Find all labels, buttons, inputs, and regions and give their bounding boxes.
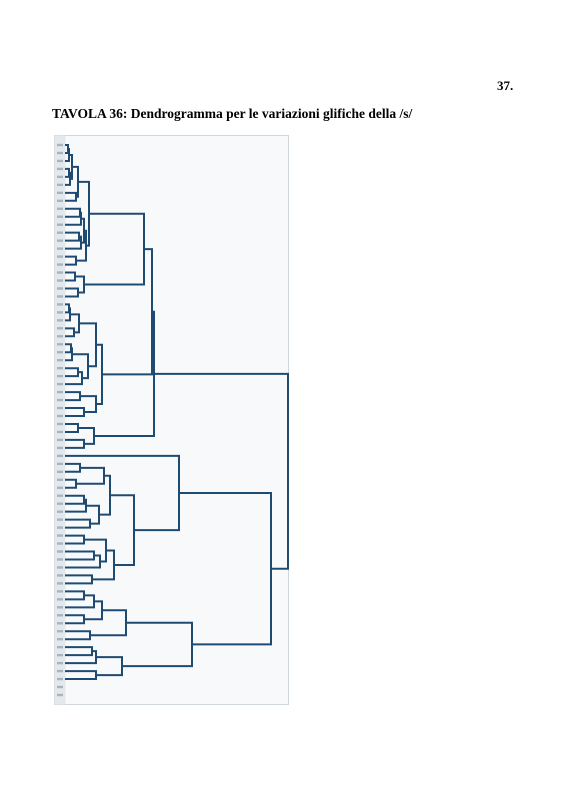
panel-frame: [54, 135, 289, 705]
leaf-label: [57, 167, 63, 171]
leaf-label: [57, 614, 63, 617]
leaf-label: [57, 454, 63, 458]
leaf-label: [57, 287, 63, 290]
leaf-label: [57, 677, 63, 681]
leaf-label: [57, 359, 63, 362]
leaf-label: [57, 295, 63, 298]
leaf-label: [57, 279, 63, 282]
leaf-label: [57, 390, 63, 394]
leaf-label: [57, 486, 63, 489]
leaf-label: [57, 183, 63, 187]
leaf-label: [57, 653, 63, 657]
table-title: TAVOLA 36: Dendrogramma per le variazion…: [52, 106, 413, 121]
dendrogram-panel: [54, 135, 289, 705]
leaf-label: [57, 622, 63, 625]
leaf-label: [57, 422, 63, 426]
leaf-label: [57, 215, 63, 218]
leaf-label: [57, 590, 63, 593]
leaf-label: [57, 542, 63, 545]
leaf-label: [57, 247, 63, 250]
leaf-label: [57, 685, 63, 689]
page-number: 37.: [497, 78, 514, 93]
leaf-label: [57, 366, 63, 370]
leaf-label: [57, 661, 63, 665]
leaf-label: [57, 398, 63, 402]
leaf-label: [57, 462, 63, 466]
leaf-label: [57, 382, 63, 386]
leaf-label: [57, 175, 63, 179]
leaf-label: [57, 319, 63, 322]
leaf-label: [57, 478, 63, 481]
leaf-label: [57, 207, 63, 210]
leaf-label: [57, 494, 63, 497]
leaf-label: [57, 582, 63, 585]
leaf-label: [57, 159, 63, 163]
leaf-label: [57, 550, 63, 553]
leaf-label: [57, 327, 63, 330]
leaf-label: [57, 223, 63, 226]
leaf-label: [57, 446, 63, 450]
leaf-label: [57, 598, 63, 601]
leaf-label: [57, 558, 63, 561]
dendrogram: [54, 135, 289, 705]
leaf-label: [57, 311, 63, 314]
dendrogram-root-link: [153, 372, 289, 570]
leaf-label: [57, 303, 63, 306]
leaf-label: [57, 151, 63, 155]
leaf-label: [57, 414, 63, 418]
leaf-label: [57, 606, 63, 609]
leaf-label: [57, 574, 63, 577]
leaf-label: [57, 526, 63, 529]
leaf-label: [57, 430, 63, 434]
leaf-label: [57, 239, 63, 242]
leaf-label: [57, 143, 63, 147]
leaf-label: [57, 502, 63, 505]
leaf-label: [57, 199, 63, 202]
leaf-label: [57, 518, 63, 521]
leaf-label: [57, 566, 63, 569]
leaf-label: [57, 374, 63, 378]
leaf-label: [57, 191, 63, 195]
leaf-label: [57, 638, 63, 641]
leaf-label: [57, 510, 63, 513]
leaf-label: [57, 630, 63, 633]
leaf-label: [57, 669, 63, 673]
leaf-label: [57, 693, 63, 697]
leaf-label: [57, 534, 63, 537]
leaf-label: [57, 263, 63, 266]
leaf-label: [57, 406, 63, 410]
leaf-label: [57, 271, 63, 274]
leaf-label: [57, 231, 63, 234]
leaf-label: [57, 351, 63, 354]
label-strip: [54, 135, 66, 705]
leaf-label: [57, 438, 63, 442]
leaf-label: [57, 335, 63, 338]
leaf-label: [57, 470, 63, 474]
leaf-label: [57, 255, 63, 258]
leaf-label: [57, 343, 63, 346]
leaf-label: [57, 645, 63, 649]
